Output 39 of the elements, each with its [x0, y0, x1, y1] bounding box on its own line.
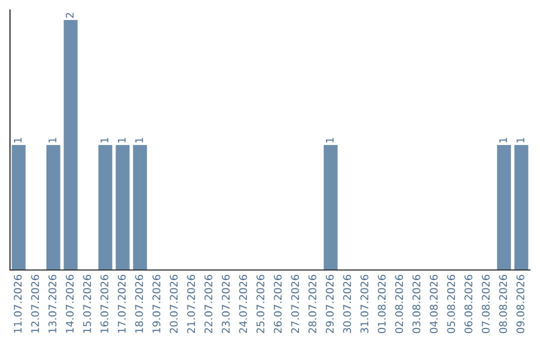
x-tick-label: 31.07.2026	[360, 274, 368, 334]
x-tick-label: 20.07.2026	[170, 274, 178, 334]
x-tick-label: 07.08.2026	[482, 274, 490, 334]
x-tick-label: 09.08.2026	[516, 274, 524, 334]
x-tick-label: 03.08.2026	[412, 274, 420, 334]
data-label: 2	[66, 13, 74, 18]
data-label: 1	[326, 138, 334, 142]
x-tick-label: 23.07.2026	[222, 274, 230, 334]
data-label: 1	[100, 138, 108, 142]
x-tick-label: 05.08.2026	[447, 274, 456, 334]
x-tick-label: 02.08.2026	[395, 274, 404, 334]
x-tick-label: 26.07.2026	[274, 274, 282, 334]
data-label: 1	[14, 138, 22, 142]
x-tick-label: 17.07.2026	[118, 274, 126, 333]
data-label: 1	[118, 138, 126, 142]
x-tick-label: 11.07.2026	[14, 274, 22, 333]
x-tick-label: 13.07.2026	[48, 274, 56, 333]
x-tick-label: 28.07.2026	[308, 274, 316, 334]
x-tick-label: 21.07.2026	[187, 274, 196, 334]
data-label: 1	[135, 138, 143, 142]
x-tick-label: 16.07.2026	[100, 274, 108, 333]
x-tick-label: 29.07.2026	[326, 274, 334, 334]
x-tick-label: 27.07.2026	[291, 274, 300, 334]
x-tick-label: 25.07.2026	[256, 274, 264, 334]
x-tick-label: 22.07.2026	[204, 274, 212, 334]
x-tick-label: 08.08.2026	[499, 274, 508, 334]
x-tick-label: 01.08.2026	[378, 274, 386, 334]
x-tick-label: 14.07.2026	[66, 274, 74, 333]
x-tick-label: 24.07.2026	[239, 274, 248, 334]
data-label: 1	[516, 138, 524, 142]
x-tick-label: 30.07.2026	[343, 274, 352, 334]
x-tick-label: 19.07.2026	[152, 274, 160, 333]
x-tick-label: 04.08.2026	[430, 274, 438, 334]
x-tick-label: 15.07.2026	[83, 274, 92, 333]
data-label: 1	[48, 138, 56, 142]
x-tick-label: 12.07.2026	[31, 274, 40, 333]
x-tick-label: 06.08.2026	[464, 274, 472, 334]
data-label: 1	[499, 138, 507, 142]
x-tick-label: 18.07.2026	[135, 274, 144, 333]
